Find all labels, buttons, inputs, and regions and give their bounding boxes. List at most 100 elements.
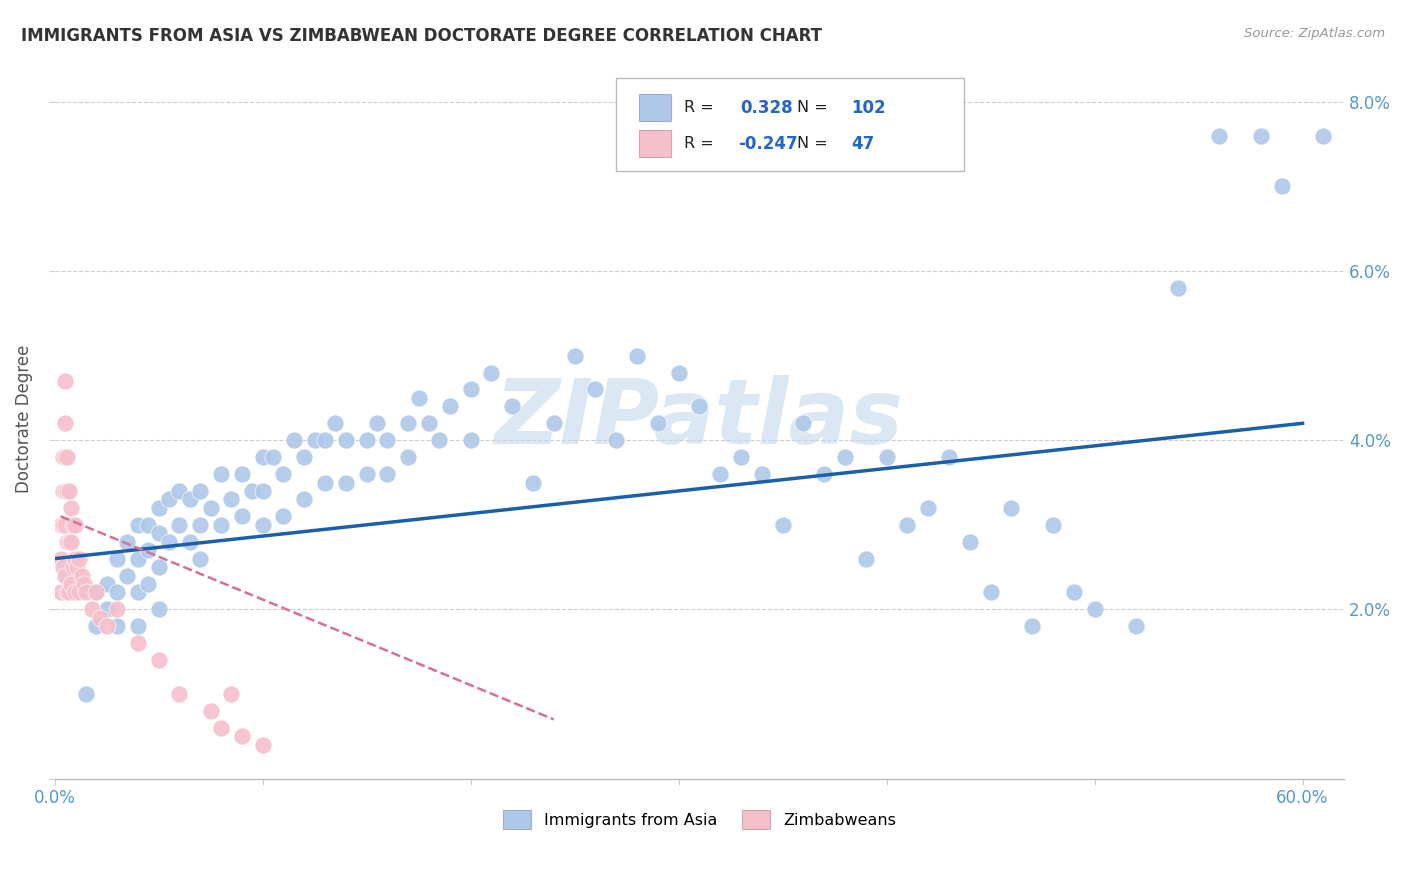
Point — [72, 577, 94, 591]
Point — [396, 450, 419, 464]
Point — [626, 349, 648, 363]
Point — [304, 434, 326, 448]
Point — [136, 577, 159, 591]
Point — [148, 500, 170, 515]
Text: N =: N = — [797, 136, 828, 152]
Point — [1167, 281, 1189, 295]
Point — [58, 585, 80, 599]
Point — [335, 434, 357, 448]
Point — [65, 585, 87, 599]
Point — [460, 383, 482, 397]
Point — [1000, 500, 1022, 515]
Point — [157, 534, 180, 549]
Point — [188, 551, 211, 566]
Point — [96, 602, 118, 616]
Point — [834, 450, 856, 464]
Point — [148, 526, 170, 541]
Point — [136, 517, 159, 532]
Point — [127, 619, 149, 633]
Point — [209, 721, 232, 735]
Point — [117, 568, 139, 582]
Point — [169, 517, 191, 532]
Point — [179, 492, 201, 507]
Point — [252, 738, 274, 752]
Point — [751, 467, 773, 481]
Point — [876, 450, 898, 464]
Point — [148, 560, 170, 574]
Point — [69, 585, 91, 599]
Point — [105, 602, 128, 616]
Text: N =: N = — [797, 100, 828, 115]
Point — [62, 517, 84, 532]
Point — [583, 383, 606, 397]
Point — [58, 483, 80, 498]
Point — [1083, 602, 1105, 616]
Point — [323, 417, 346, 431]
Bar — [638, 95, 671, 121]
Point — [314, 434, 336, 448]
Y-axis label: Doctorate Degree: Doctorate Degree — [15, 345, 32, 493]
Point — [53, 417, 76, 431]
Point — [136, 543, 159, 558]
Point — [1063, 585, 1085, 599]
Point — [70, 568, 93, 582]
Point — [564, 349, 586, 363]
Point — [127, 636, 149, 650]
Text: R =: R = — [683, 100, 714, 115]
Point — [855, 551, 877, 566]
Point — [53, 517, 76, 532]
Point — [938, 450, 960, 464]
Point — [1250, 128, 1272, 143]
Point — [460, 434, 482, 448]
Point — [53, 483, 76, 498]
Point — [84, 585, 107, 599]
Point — [148, 602, 170, 616]
Text: -0.247: -0.247 — [738, 135, 797, 153]
Point — [1021, 619, 1043, 633]
Text: 0.328: 0.328 — [741, 99, 793, 117]
Point — [62, 560, 84, 574]
Point — [273, 509, 295, 524]
Point — [127, 585, 149, 599]
Point — [959, 534, 981, 549]
Point — [813, 467, 835, 481]
Text: 102: 102 — [852, 99, 886, 117]
Point — [60, 534, 83, 549]
Point — [688, 400, 710, 414]
Point — [127, 517, 149, 532]
Point — [1042, 517, 1064, 532]
Point — [335, 475, 357, 490]
Point — [53, 374, 76, 388]
Point — [209, 517, 232, 532]
Point — [96, 619, 118, 633]
Point — [408, 391, 430, 405]
Point — [66, 560, 89, 574]
Point — [75, 585, 97, 599]
Point — [200, 500, 222, 515]
Point — [273, 467, 295, 481]
Point — [252, 483, 274, 498]
Point — [221, 687, 243, 701]
Point — [105, 619, 128, 633]
Point — [200, 704, 222, 718]
Point — [179, 534, 201, 549]
Point — [169, 687, 191, 701]
Point — [49, 517, 72, 532]
Point — [84, 619, 107, 633]
Point — [427, 434, 450, 448]
Text: R =: R = — [683, 136, 714, 152]
Point — [396, 417, 419, 431]
Point — [418, 417, 440, 431]
Text: IMMIGRANTS FROM ASIA VS ZIMBABWEAN DOCTORATE DEGREE CORRELATION CHART: IMMIGRANTS FROM ASIA VS ZIMBABWEAN DOCTO… — [21, 27, 823, 45]
FancyBboxPatch shape — [616, 78, 963, 171]
Point — [221, 492, 243, 507]
Point — [60, 500, 83, 515]
Point — [314, 475, 336, 490]
Point — [65, 585, 87, 599]
Text: ZIPatlas: ZIPatlas — [495, 375, 904, 463]
Point — [252, 517, 274, 532]
Point — [772, 517, 794, 532]
Point — [1125, 619, 1147, 633]
Point — [209, 467, 232, 481]
Point — [53, 450, 76, 464]
